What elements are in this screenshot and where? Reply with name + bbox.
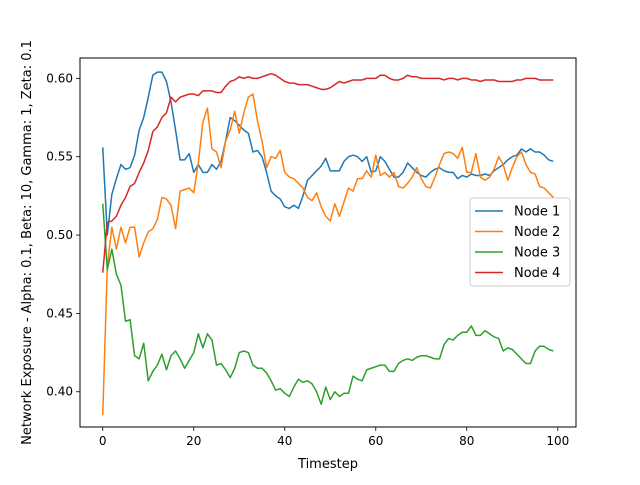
- series-line-node-3: [102, 203, 554, 406]
- legend-label-node-3: Node 3: [514, 246, 560, 261]
- y-tick-label: 0.60: [46, 71, 73, 85]
- y-tick-label: 0.55: [46, 150, 73, 164]
- legend-label-node-1: Node 1: [514, 205, 560, 220]
- plot-frame: [79, 57, 577, 428]
- x-axis: 0 20 40 60 80 100: [99, 427, 569, 448]
- series-line-node-2: [102, 93, 554, 416]
- series-line-node-4: [102, 72, 554, 273]
- y-axis: 0.40 0.45 0.50 0.55 0.60: [46, 71, 80, 399]
- y-tick-label: 0.45: [46, 306, 73, 320]
- y-tick-label: 0.40: [46, 385, 73, 399]
- x-tick-label: 60: [368, 434, 383, 448]
- legend-label-node-2: Node 2: [514, 225, 560, 240]
- legend-box: [469, 197, 571, 287]
- y-tick-label: 0.50: [46, 228, 73, 242]
- x-tick-label: 40: [277, 434, 292, 448]
- x-axis-label: Timestep: [297, 457, 358, 472]
- y-axis-label: Network Exposure - Alpha: 0.1, Beta: 10,…: [20, 40, 35, 445]
- x-tick-label: 100: [546, 434, 569, 448]
- x-tick-label: 20: [186, 434, 201, 448]
- x-tick-label: 0: [99, 434, 107, 448]
- series-line-node-1: [102, 71, 554, 236]
- x-tick-label: 80: [459, 434, 474, 448]
- legend: Node 1 Node 2 Node 3 Node 4: [469, 197, 571, 287]
- series-layer: [102, 71, 554, 416]
- legend-label-node-4: Node 4: [514, 266, 560, 281]
